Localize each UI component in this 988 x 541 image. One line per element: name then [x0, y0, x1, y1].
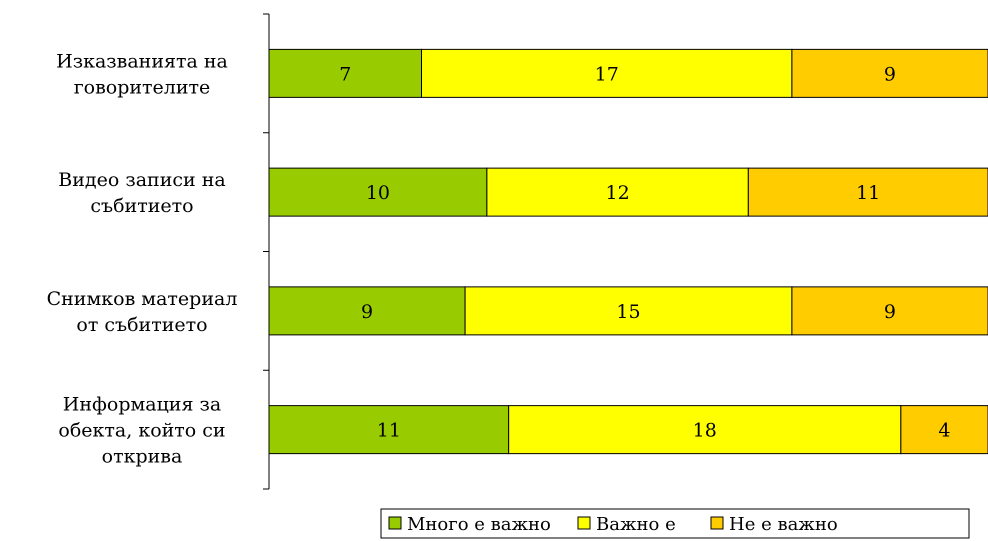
data-label: 17	[595, 63, 619, 85]
legend-label: Не е важно	[729, 514, 838, 535]
data-label: 10	[366, 182, 390, 204]
data-label: 11	[856, 182, 880, 204]
legend-swatch	[710, 516, 724, 530]
data-label: 11	[377, 420, 401, 442]
bar-segment	[486, 167, 749, 217]
data-label: 9	[884, 301, 896, 323]
bar-segment	[508, 405, 902, 455]
legend-swatch	[388, 516, 402, 530]
bar-segment	[268, 48, 423, 98]
bar-segment	[268, 405, 510, 455]
data-label: 18	[693, 420, 717, 442]
bar-segment	[900, 405, 988, 455]
category-label: Видео записи на събитието	[58, 169, 225, 217]
bar-segment	[791, 48, 988, 98]
bar-segment	[464, 286, 793, 336]
data-label: 9	[884, 63, 896, 85]
category-label: Информация за обекта, който си открива	[58, 394, 225, 468]
legend-swatch	[577, 516, 591, 530]
bars	[268, 48, 988, 455]
data-label: 15	[616, 301, 640, 323]
legend-box	[380, 508, 970, 539]
legend: Много е важно Важно е Не е важно	[380, 508, 970, 539]
category-labels: Изказванията на говорителите Видео записи …	[47, 50, 238, 467]
y-axis	[263, 13, 270, 490]
data-label: 7	[339, 63, 351, 85]
data-label: 4	[938, 420, 950, 442]
category-label: Изказванията на говорителите	[56, 50, 228, 98]
bar-segment	[791, 286, 988, 336]
data-label: 9	[361, 301, 373, 323]
bar-segment	[747, 167, 988, 217]
bar-segment	[268, 167, 488, 217]
bar-segment	[268, 286, 466, 336]
data-label: 12	[606, 182, 630, 204]
legend-label: Важно е	[596, 514, 676, 535]
legend-label: Много е важно	[407, 514, 551, 535]
category-label: Снимков материал от събитието	[47, 288, 238, 336]
data-labels: 7 17 9 10 12 11 9 15 9 11 18 4	[339, 63, 950, 441]
